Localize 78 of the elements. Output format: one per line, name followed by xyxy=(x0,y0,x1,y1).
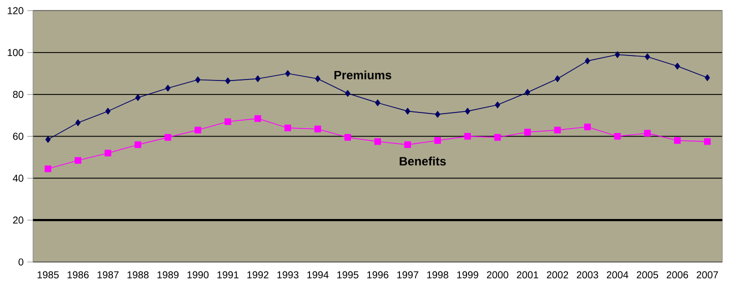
point xyxy=(464,132,471,140)
point xyxy=(375,99,380,106)
point xyxy=(255,75,260,82)
point xyxy=(494,134,501,141)
point xyxy=(524,89,530,96)
series-label: Benefits xyxy=(400,156,446,166)
point xyxy=(704,138,711,145)
x-tick-label: 1996 xyxy=(367,271,388,278)
point xyxy=(524,128,531,136)
point xyxy=(164,134,172,141)
x-tick-label: 2000 xyxy=(486,271,508,278)
point xyxy=(554,75,560,82)
x-tick-label: 1988 xyxy=(128,271,149,278)
x-tick-label: 2006 xyxy=(666,271,688,278)
point xyxy=(135,94,141,101)
point xyxy=(45,136,51,143)
x-tick-label: 1990 xyxy=(187,271,209,278)
x-tick-label: 2007 xyxy=(696,271,718,278)
y-tick-label: 100 xyxy=(8,49,24,56)
point xyxy=(584,58,590,64)
x-tick-label: 1986 xyxy=(68,271,89,278)
point xyxy=(344,134,352,141)
point xyxy=(194,126,202,134)
point xyxy=(614,51,620,58)
x-tick-label: 2005 xyxy=(636,271,658,278)
x-tick-label: 1992 xyxy=(247,271,268,278)
x-tick-label: 1995 xyxy=(337,271,358,278)
point xyxy=(74,157,82,164)
point xyxy=(674,62,680,70)
x-tick-label: 1998 xyxy=(427,271,448,278)
point xyxy=(405,108,410,115)
point xyxy=(105,108,111,115)
point xyxy=(314,126,322,132)
x-tick-label: 1991 xyxy=(217,271,238,278)
point xyxy=(435,111,440,118)
y-tick-label: 0 xyxy=(18,258,24,266)
y-tick-label: 40 xyxy=(12,174,24,182)
point xyxy=(225,77,230,84)
x-tick-label: 1985 xyxy=(38,271,59,278)
point xyxy=(674,137,681,144)
point xyxy=(284,124,292,132)
point xyxy=(195,76,200,84)
point xyxy=(404,141,411,148)
x-tick-label: 2004 xyxy=(606,271,628,278)
x-tick-label: 1997 xyxy=(397,271,418,278)
point xyxy=(285,70,290,77)
point xyxy=(644,130,651,137)
point xyxy=(434,137,441,144)
x-tick-label: 1999 xyxy=(457,271,478,278)
x-tick-label: 1993 xyxy=(277,271,298,278)
x-tick-label: 2003 xyxy=(576,271,598,278)
point xyxy=(554,126,561,134)
point xyxy=(345,90,350,97)
point xyxy=(464,108,470,115)
point xyxy=(165,84,170,92)
point xyxy=(104,150,112,156)
point xyxy=(374,138,382,145)
point xyxy=(644,53,650,60)
x-tick-label: 2002 xyxy=(546,271,568,278)
point xyxy=(224,118,232,125)
y-tick-label: 120 xyxy=(8,7,24,14)
point xyxy=(494,102,500,108)
x-tick-label: 2001 xyxy=(516,271,538,278)
x-tick-label: 1987 xyxy=(98,271,119,278)
series-label: Premiums xyxy=(334,70,392,80)
point xyxy=(614,132,621,140)
point xyxy=(584,124,591,130)
y-tick-label: 80 xyxy=(13,90,24,98)
point xyxy=(315,75,320,82)
point xyxy=(254,115,262,122)
point xyxy=(44,165,52,172)
x-tick-label: 1989 xyxy=(158,271,179,278)
point xyxy=(134,141,142,148)
point xyxy=(75,119,81,126)
x-tick-label: 1994 xyxy=(307,271,329,278)
y-tick-label: 60 xyxy=(13,132,24,140)
point xyxy=(704,74,710,82)
y-tick-label: 20 xyxy=(13,216,24,224)
